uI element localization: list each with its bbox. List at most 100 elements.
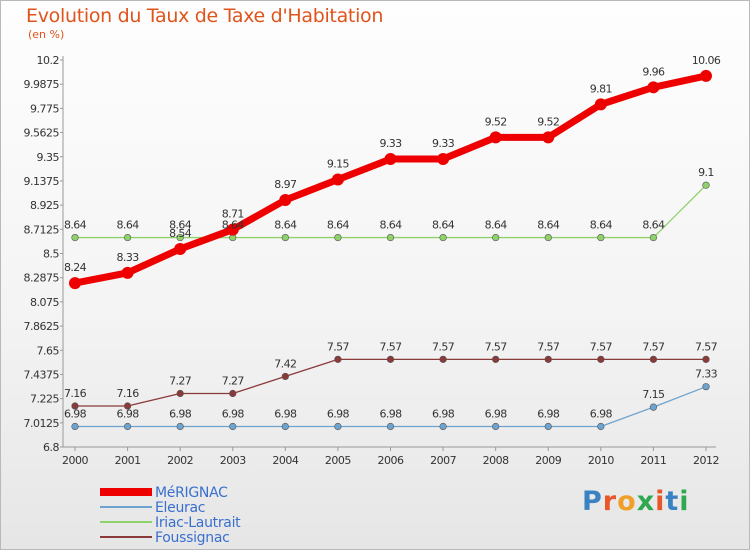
data-point — [123, 422, 132, 431]
legend-swatch — [100, 506, 152, 508]
legend-swatch — [100, 488, 152, 496]
data-label: 6.98 — [222, 408, 245, 421]
data-point — [386, 233, 395, 242]
data-label: 7.57 — [590, 340, 613, 353]
data-point — [544, 355, 552, 363]
data-label: 6.98 — [590, 408, 613, 421]
data-point — [174, 242, 187, 255]
data-point — [71, 422, 79, 431]
data-label: 8.71 — [222, 208, 244, 221]
data-label: 7.27 — [169, 375, 192, 388]
data-label: 8.64 — [379, 219, 402, 232]
data-point — [69, 277, 81, 290]
data-label: 8.64 — [274, 219, 297, 232]
data-label: 9.1 — [698, 166, 714, 179]
data-label: 8.64 — [485, 219, 508, 232]
data-point — [439, 422, 447, 431]
data-label: 8.64 — [327, 219, 350, 232]
legend-item-eleurac: Eleurac — [100, 500, 320, 516]
data-point — [649, 233, 658, 242]
data-point — [331, 173, 344, 186]
x-tick-label: 2004 — [272, 454, 298, 467]
chart-subtitle: (en %) — [28, 28, 65, 41]
data-label: 7.57 — [695, 340, 718, 353]
data-label: 8.64 — [642, 219, 665, 232]
data-label: 10.06 — [692, 54, 721, 67]
legend-swatch — [100, 536, 152, 538]
data-label: 7.33 — [695, 368, 718, 381]
y-tick-label: 7.0125 — [24, 417, 60, 430]
data-label: 7.16 — [64, 387, 87, 400]
x-tick-label: 2011 — [640, 454, 666, 467]
data-label: 7.27 — [222, 375, 245, 388]
x-tick-label: 2006 — [378, 454, 404, 467]
data-point — [542, 131, 555, 144]
y-tick-label: 9.5625 — [24, 127, 60, 140]
data-point — [597, 422, 605, 431]
legend-label: Eleurac — [155, 500, 206, 516]
data-label: 8.64 — [117, 219, 140, 232]
data-point — [702, 181, 710, 189]
data-label: 6.98 — [379, 408, 402, 421]
data-point — [334, 233, 342, 242]
data-point — [281, 372, 289, 381]
y-tick-label: 8.7125 — [24, 223, 60, 236]
data-point — [492, 233, 500, 242]
y-tick-label: 7.65 — [37, 344, 60, 357]
data-label: 8.33 — [117, 251, 140, 264]
data-point — [597, 233, 605, 242]
data-point — [386, 422, 395, 431]
legend-item-foussignac: Foussignac — [100, 530, 320, 546]
data-point — [229, 389, 237, 398]
data-label: 9.96 — [642, 65, 665, 78]
data-label: 8.64 — [169, 219, 192, 232]
legend: MéRIGNAC Eleurac Iriac-Lautrait Foussign… — [100, 485, 320, 546]
data-label: 7.42 — [274, 357, 296, 370]
logo-letter: o — [617, 486, 637, 517]
data-label: 7.57 — [537, 340, 560, 353]
data-point — [176, 389, 184, 398]
data-label: 8.64 — [590, 219, 613, 232]
data-point — [71, 233, 79, 242]
data-point — [594, 98, 607, 111]
logo-letter: i — [655, 486, 666, 517]
data-point — [700, 69, 712, 82]
data-label: 6.98 — [117, 408, 140, 421]
data-point — [597, 355, 605, 363]
data-label: 9.52 — [485, 115, 507, 128]
data-point — [334, 422, 342, 431]
x-tick-label: 2009 — [535, 454, 561, 467]
x-tick-label: 2010 — [588, 454, 614, 467]
x-tick-label: 2005 — [325, 454, 351, 467]
data-label: 6.98 — [327, 408, 350, 421]
data-point — [544, 422, 552, 431]
data-point — [439, 233, 447, 242]
data-label: 9.33 — [432, 137, 455, 150]
y-tick-label: 8.075 — [30, 296, 59, 309]
data-point — [123, 402, 132, 410]
data-point — [281, 422, 289, 431]
y-tick-label: 9.775 — [30, 102, 59, 115]
data-point — [384, 153, 397, 166]
data-point — [649, 403, 658, 411]
data-point — [121, 266, 134, 279]
logo-letter: i — [679, 486, 690, 517]
data-label: 8.24 — [64, 261, 87, 274]
data-label: 8.97 — [274, 178, 297, 191]
data-label: 7.57 — [327, 340, 350, 353]
data-point — [437, 153, 450, 166]
data-point — [702, 355, 710, 363]
legend-item-merignac: MéRIGNAC — [100, 485, 320, 501]
data-label: 7.15 — [642, 388, 665, 401]
data-label: 7.16 — [117, 387, 140, 400]
data-label: 9.33 — [379, 137, 402, 150]
data-label: 8.64 — [432, 219, 455, 232]
x-tick-label: 2001 — [115, 454, 141, 467]
data-label: 6.98 — [485, 408, 508, 421]
x-tick-label: 2000 — [62, 454, 88, 467]
data-label: 7.57 — [485, 340, 508, 353]
y-tick-label: 9.35 — [37, 151, 60, 164]
data-label: 6.98 — [169, 408, 192, 421]
data-point — [439, 355, 447, 363]
